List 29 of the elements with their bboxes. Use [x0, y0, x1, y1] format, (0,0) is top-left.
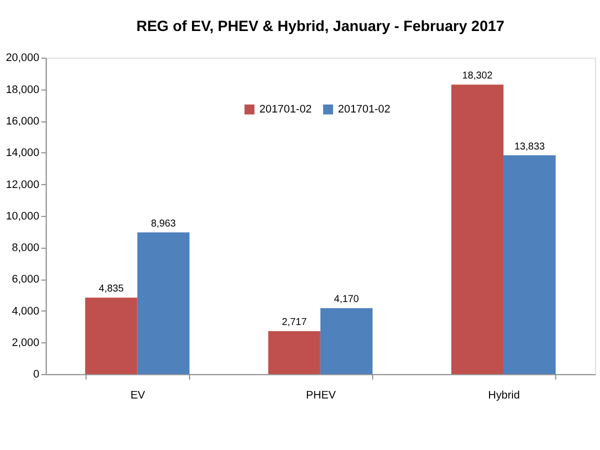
chart-title: REG of EV, PHEV & Hybrid, January - February 2017 [136, 18, 504, 35]
bar [451, 84, 504, 374]
data-label: 4,170 [334, 294, 360, 306]
bar [503, 155, 556, 374]
bar [268, 331, 320, 374]
legend-label: 201701-02 [338, 103, 390, 116]
legend-label: 201701-02 [259, 103, 312, 116]
x-tick-label: EV [130, 390, 146, 402]
x-tick-label: Hybrid [488, 390, 520, 402]
bar [137, 232, 190, 374]
data-label: 8,963 [150, 218, 176, 230]
data-label: 2,717 [282, 317, 308, 328]
data-label: 4,835 [98, 284, 124, 295]
y-tick-label: 6,000 [12, 274, 40, 286]
bar [320, 308, 373, 374]
y-tick-label: 4,000 [12, 305, 40, 318]
y-tick-label: 18,000 [6, 84, 40, 96]
y-tick-label: 8,000 [12, 242, 40, 254]
x-tick-label: PHEV [306, 390, 336, 402]
y-tick-label: 12,000 [6, 178, 40, 191]
data-label: 18,302 [462, 70, 494, 82]
y-tick-label: 0 [33, 368, 40, 381]
y-tick-label: 14,000 [6, 147, 40, 160]
y-tick-label: 20,000 [6, 52, 40, 64]
y-tick-label: 10,000 [6, 210, 40, 222]
y-tick-label: 2,000 [12, 336, 40, 349]
y-tick-label: 16,000 [6, 115, 40, 128]
bar [85, 298, 138, 374]
data-label: 13,833 [514, 141, 546, 152]
